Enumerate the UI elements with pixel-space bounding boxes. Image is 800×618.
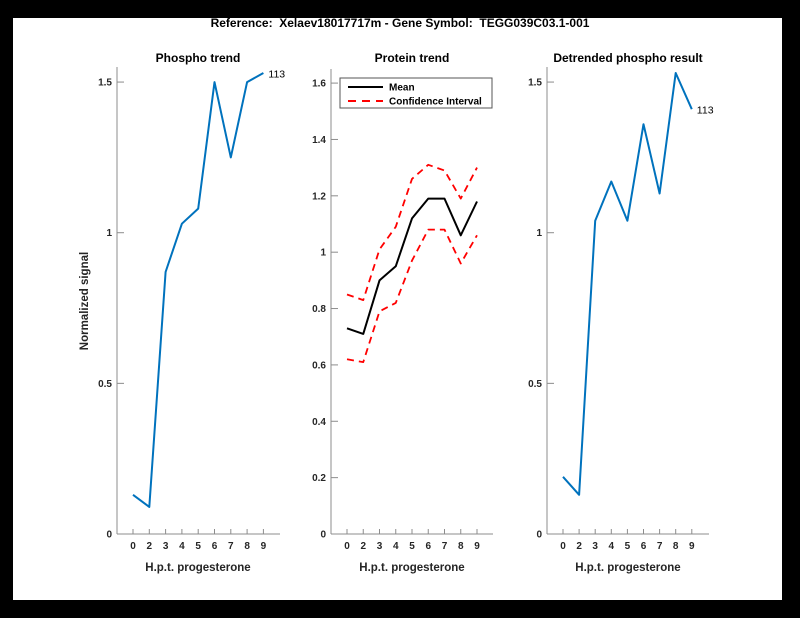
x-tick-label: 8 (458, 541, 464, 552)
y-tick-label: 0 (536, 530, 542, 541)
y-tick-label: 0 (106, 530, 112, 541)
y-tick-label: 1.6 (312, 79, 326, 90)
subplot1-xlabel: H.p.t. progesterone (145, 562, 250, 574)
x-tick-label: 0 (344, 541, 350, 552)
subplot3-xlabel: H.p.t. progesterone (575, 562, 680, 574)
detrended-phospho-line (562, 72, 693, 496)
legend-mean-label: Mean (389, 83, 415, 94)
legend-ci-label: Confidence Interval (389, 97, 482, 108)
x-tick-label: 3 (377, 541, 383, 552)
x-tick-label: 0 (130, 541, 136, 552)
x-tick-label: 5 (195, 541, 201, 552)
y-tick-label: 0.6 (312, 360, 326, 371)
x-tick-label: 8 (244, 541, 250, 552)
y-tick-label: 1 (536, 228, 542, 239)
x-tick-label: 2 (147, 541, 153, 552)
x-tick-label: 8 (673, 541, 679, 552)
x-tick-label: 7 (657, 541, 663, 552)
x-tick-label: 5 (625, 541, 631, 552)
subplot3-title: Detrended phospho result (553, 51, 702, 65)
x-tick-label: 4 (609, 541, 615, 552)
y-tick-label: 0.5 (528, 379, 542, 390)
x-tick-label: 5 (409, 541, 415, 552)
x-tick-label: 9 (474, 541, 480, 552)
legend: Mean Confidence Interval (339, 77, 493, 109)
x-tick-label: 3 (163, 541, 169, 552)
subplot2-title: Protein trend (375, 51, 450, 65)
x-tick-label: 4 (179, 541, 185, 552)
series-end-label: 113 (697, 105, 714, 117)
x-tick-label: 9 (261, 541, 267, 552)
x-tick-label: 2 (576, 541, 582, 552)
subplot1-title: Phospho trend (156, 51, 241, 65)
y-tick-label: 0 (320, 530, 326, 541)
y-tick-label: 1 (106, 228, 112, 239)
y-tick-label: 0.5 (98, 379, 112, 390)
y-tick-label: 1.5 (528, 78, 542, 89)
y-tick-label: 1.2 (312, 191, 326, 202)
figure-title: Reference: Xelaev18017717m - Gene Symbol… (211, 16, 590, 30)
figure-canvas (13, 18, 782, 600)
x-tick-label: 7 (228, 541, 234, 552)
mean-line (346, 197, 478, 335)
y-tick-label: 1.4 (312, 135, 326, 146)
x-tick-label: 4 (393, 541, 399, 552)
x-tick-label: 6 (212, 541, 218, 552)
ci-upper-line (346, 163, 478, 302)
y-tick-label: 0.4 (312, 417, 326, 428)
subplot1-ylabel: Normalized signal (79, 252, 91, 350)
legend-box (339, 77, 493, 109)
y-tick-label: 1 (320, 248, 326, 259)
x-tick-label: 3 (592, 541, 598, 552)
y-tick-label: 0.8 (312, 304, 326, 315)
x-tick-label: 6 (425, 541, 431, 552)
x-tick-label: 2 (360, 541, 366, 552)
x-tick-label: 7 (442, 541, 448, 552)
y-tick-label: 0.2 (312, 473, 326, 484)
x-tick-label: 9 (689, 541, 695, 552)
x-tick-label: 6 (641, 541, 647, 552)
phospho-signal-line (132, 72, 264, 508)
ci-lower-line (346, 228, 478, 364)
series-end-label: 113 (268, 69, 285, 81)
y-tick-label: 1.5 (98, 78, 112, 89)
subplot2-xlabel: H.p.t. progesterone (359, 562, 464, 574)
x-tick-label: 0 (560, 541, 566, 552)
